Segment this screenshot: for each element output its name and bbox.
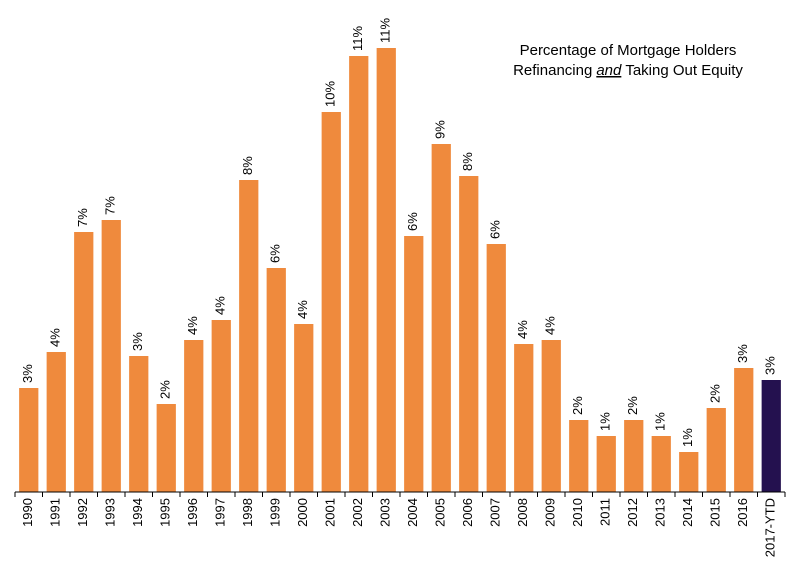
bar xyxy=(761,380,781,492)
bar xyxy=(514,344,534,492)
bar xyxy=(706,408,726,492)
x-tick-label: 2017-YTD xyxy=(763,498,778,557)
bar xyxy=(734,368,754,492)
data-label: 4% xyxy=(48,328,63,347)
data-label: 4% xyxy=(185,316,200,335)
x-tick-label: 2005 xyxy=(433,498,448,527)
bar xyxy=(294,324,314,492)
bar xyxy=(431,144,451,492)
data-label: 2% xyxy=(708,384,723,403)
bar xyxy=(651,436,671,492)
x-tick-label: 2014 xyxy=(680,498,695,527)
data-label: 1% xyxy=(653,412,668,431)
data-label: 6% xyxy=(488,220,503,239)
data-label: 7% xyxy=(103,196,118,215)
bar xyxy=(239,180,259,492)
x-tick-label: 2012 xyxy=(625,498,640,527)
x-tick-label: 2007 xyxy=(488,498,503,527)
x-tick-label: 1996 xyxy=(185,498,200,527)
x-tick-label: 2000 xyxy=(295,498,310,527)
bar xyxy=(184,340,204,492)
data-label: 3% xyxy=(763,356,778,375)
x-tick-label: 1995 xyxy=(158,498,173,527)
data-label: 8% xyxy=(460,152,475,171)
bar xyxy=(349,56,369,492)
bar xyxy=(624,420,644,492)
data-label: 3% xyxy=(130,332,145,351)
x-tick-label: 1992 xyxy=(75,498,90,527)
bar xyxy=(404,236,424,492)
bar xyxy=(569,420,589,492)
data-label: 7% xyxy=(75,208,90,227)
data-label: 6% xyxy=(405,212,420,231)
x-tick-label: 2013 xyxy=(653,498,668,527)
x-tick-label: 2002 xyxy=(350,498,365,527)
x-tick-label: 2010 xyxy=(570,498,585,527)
data-label: 10% xyxy=(323,81,338,107)
x-tick-label: 1990 xyxy=(20,498,35,527)
bar xyxy=(459,176,479,492)
data-label: 11% xyxy=(378,18,393,43)
data-label: 1% xyxy=(598,412,613,431)
x-tick-label: 1994 xyxy=(130,498,145,527)
bar xyxy=(101,220,121,492)
bar xyxy=(596,436,616,492)
x-tick-label: 1999 xyxy=(268,498,283,527)
chart-title: Taking Out Equity xyxy=(625,62,743,79)
x-tick-label: 2003 xyxy=(378,498,393,527)
bar xyxy=(376,48,396,492)
chart-title: and xyxy=(596,62,622,79)
x-tick-label: 1991 xyxy=(48,498,63,527)
data-label: 2% xyxy=(158,380,173,399)
bar xyxy=(541,340,561,492)
data-label: 11% xyxy=(350,26,365,51)
data-label: 4% xyxy=(543,316,558,335)
x-tick-label: 1993 xyxy=(103,498,118,527)
x-tick-label: 2015 xyxy=(708,498,723,527)
bar xyxy=(266,268,286,492)
x-tick-label: 2001 xyxy=(323,498,338,527)
x-tick-label: 2006 xyxy=(460,498,475,527)
data-label: 6% xyxy=(268,244,283,263)
x-tick-label: 2004 xyxy=(405,498,420,527)
x-tick-label: 2016 xyxy=(735,498,750,527)
data-label: 8% xyxy=(240,156,255,175)
data-label: 4% xyxy=(515,320,530,339)
data-label: 3% xyxy=(20,364,35,383)
x-tick-label: 2009 xyxy=(543,498,558,527)
x-tick-label: 1998 xyxy=(240,498,255,527)
data-label: 4% xyxy=(213,296,228,315)
bar xyxy=(19,388,39,492)
bar xyxy=(156,404,176,492)
chart-title: Refinancing and Taking Out Equity xyxy=(513,62,743,79)
bar xyxy=(486,244,506,492)
chart-title: Percentage of Mortgage Holders xyxy=(520,42,737,59)
data-label: 2% xyxy=(625,396,640,415)
bar xyxy=(679,452,699,492)
x-tick-label: 2011 xyxy=(598,498,613,526)
data-label: 4% xyxy=(295,300,310,319)
x-tick-label: 1997 xyxy=(213,498,228,527)
bar xyxy=(129,356,149,492)
chart-title: Refinancing xyxy=(513,62,592,79)
data-label: 1% xyxy=(680,428,695,447)
bar xyxy=(211,320,231,492)
data-label: 9% xyxy=(433,120,448,139)
bar xyxy=(74,232,94,492)
bar xyxy=(321,112,341,492)
x-tick-label: 2008 xyxy=(515,498,530,527)
bar xyxy=(46,352,66,492)
data-label: 3% xyxy=(735,344,750,363)
data-label: 2% xyxy=(570,396,585,415)
